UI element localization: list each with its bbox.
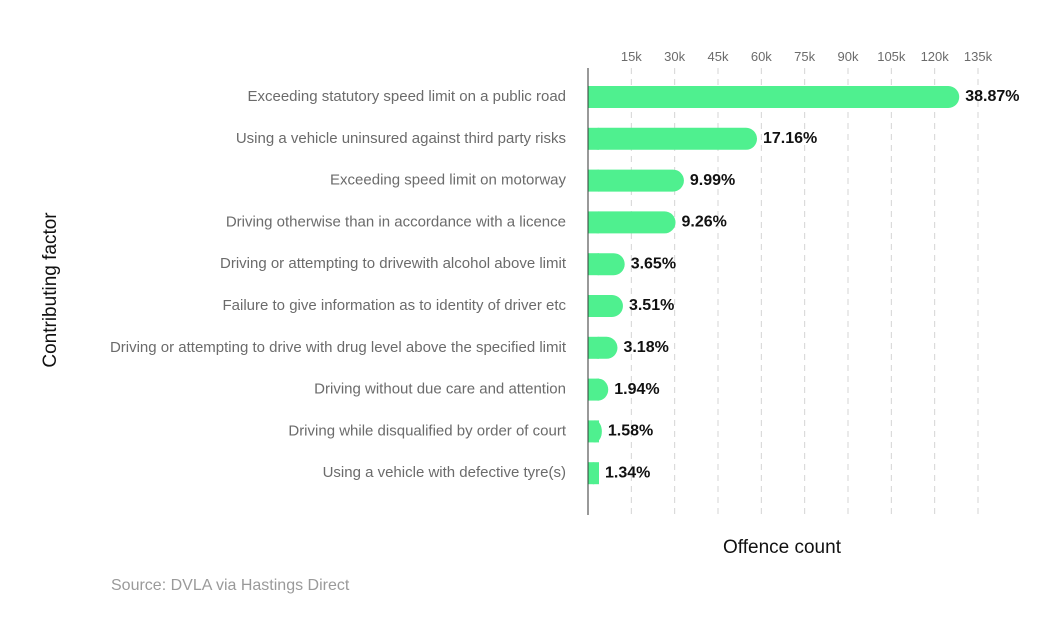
bar — [588, 211, 676, 234]
x-axis-title: Offence count — [723, 537, 842, 558]
category-label: Driving or attempting to drive with drug… — [110, 339, 567, 356]
bar-base — [588, 462, 599, 485]
data-label: 38.87% — [965, 88, 1019, 105]
x-tick-label: 120k — [921, 49, 950, 64]
x-axis-ticks: 15k 30k 45k 60k 75k 90k 105k 120k 135k — [621, 49, 993, 64]
source-note: Source: DVLA via Hastings Direct — [111, 577, 350, 594]
x-tick-label: 105k — [877, 49, 906, 64]
bar — [588, 169, 684, 192]
category-label: Driving without due care and attention — [314, 381, 566, 398]
category-label: Using a vehicle with defective tyre(s) — [323, 464, 566, 481]
x-tick-label: 90k — [838, 49, 859, 64]
bar-base — [588, 378, 599, 401]
category-label: Driving while disqualified by order of c… — [288, 422, 566, 439]
data-label: 9.26% — [682, 214, 727, 231]
data-label: 3.51% — [629, 297, 674, 314]
x-tick-label: 15k — [621, 49, 642, 64]
bar-base — [588, 336, 599, 359]
bar-base — [588, 420, 599, 443]
bar — [588, 86, 960, 108]
data-label: 9.99% — [690, 172, 735, 189]
data-label: 1.34% — [605, 464, 650, 481]
x-tick-label: 75k — [794, 49, 815, 64]
data-label: 3.18% — [623, 339, 668, 356]
bar-base — [588, 127, 599, 150]
x-tick-label: 60k — [751, 49, 772, 64]
bars: Exceeding statutory speed limit on a pub… — [110, 86, 1019, 485]
category-label: Exceeding speed limit on motorway — [330, 172, 566, 189]
category-label: Using a vehicle uninsured against third … — [236, 130, 566, 147]
y-axis-title: Contributing factor — [40, 212, 61, 368]
data-label: 3.65% — [631, 255, 676, 272]
category-label: Driving otherwise than in accordance wit… — [226, 213, 566, 230]
bar-base — [588, 211, 599, 234]
x-tick-label: 45k — [708, 49, 729, 64]
category-label: Failure to give information as to identi… — [223, 297, 567, 314]
data-label: 1.94% — [614, 381, 659, 398]
category-label: Exceeding statutory speed limit on a pub… — [247, 88, 566, 105]
data-label: 1.58% — [608, 423, 653, 440]
x-tick-label: 30k — [664, 49, 685, 64]
bar-base — [588, 253, 599, 276]
bar-base — [588, 86, 599, 108]
bar-base — [588, 295, 599, 317]
gridlines — [630, 68, 979, 515]
category-label: Driving or attempting to drivewith alcoh… — [220, 255, 567, 272]
bar-base — [588, 169, 599, 192]
data-label: 17.16% — [763, 130, 817, 147]
bar — [588, 127, 757, 150]
x-tick-label: 135k — [964, 49, 993, 64]
